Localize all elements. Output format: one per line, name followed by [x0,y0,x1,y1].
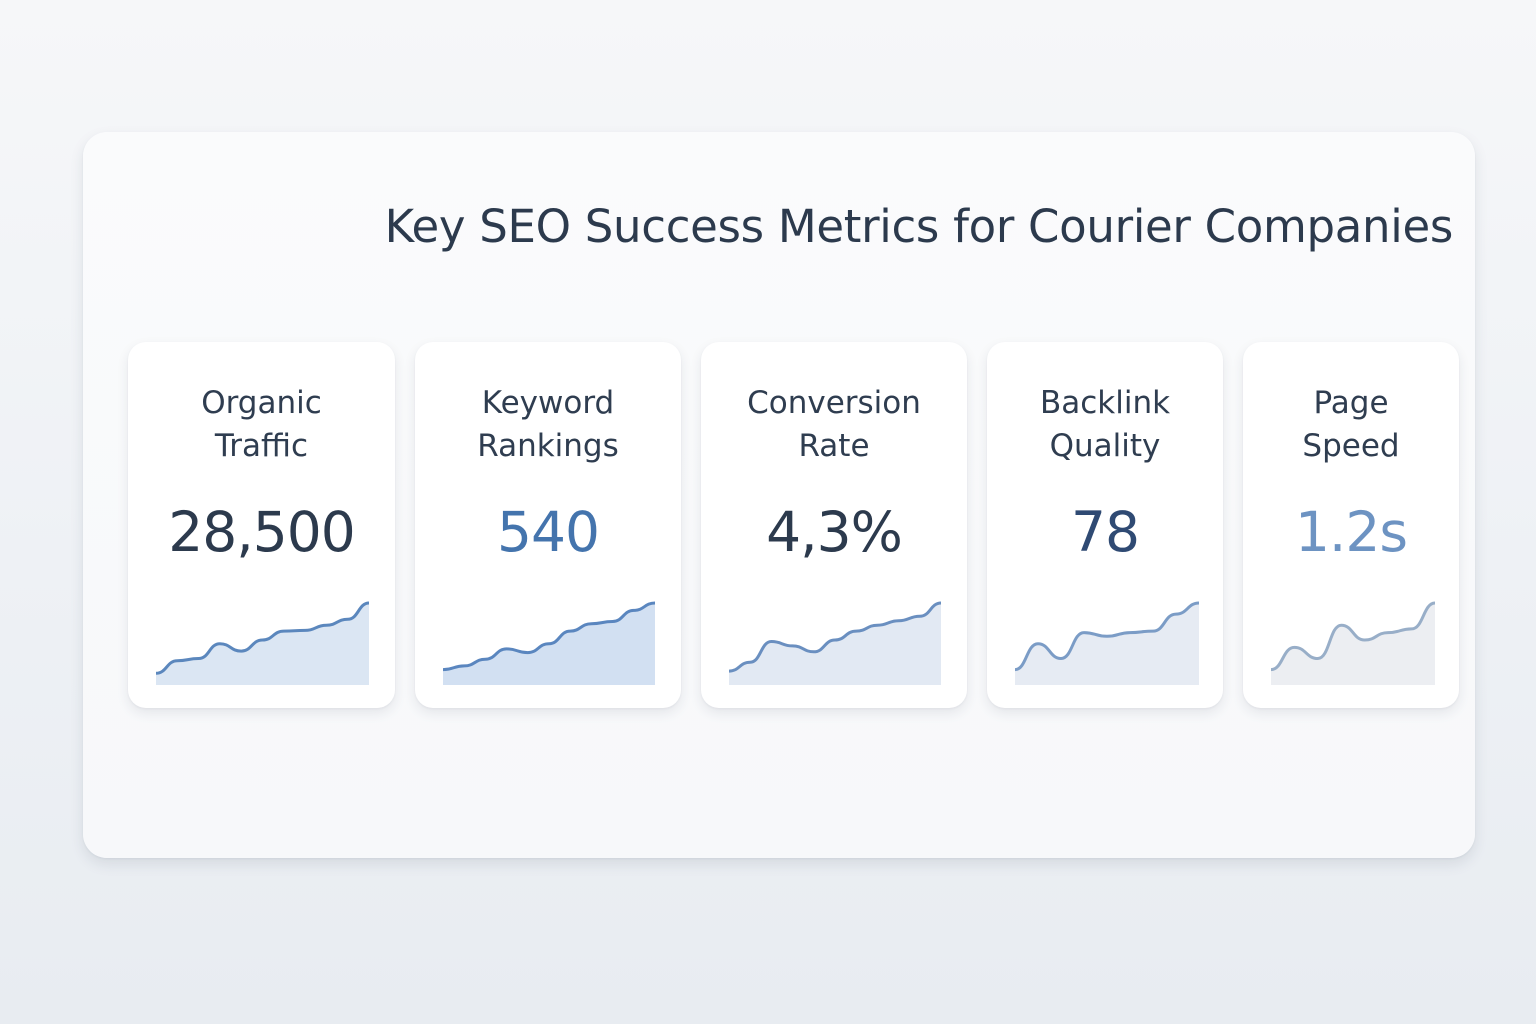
sparkline-line [443,601,655,672]
trend-sparkline [1271,601,1435,685]
sparkline-area [1015,603,1199,685]
metric-label-line2: Quality [1049,428,1161,464]
metric-label-line1: Keyword [481,385,615,421]
metric-label-line1: Organic [201,385,322,421]
metric-value: 28,500 [168,500,355,564]
metric-label-line1: Backlink [1039,385,1171,421]
trend-sparkline [156,601,369,685]
metric-card-organic-traffic: Organic Traffic 28,500 [128,342,395,708]
sparkline-line [1271,601,1435,672]
metric-label-line1: Page [1313,385,1389,421]
sparkline-line [156,601,369,675]
metric-label: Keyword Rankings [415,382,681,468]
sparkline-line [729,601,941,673]
sparkline-line [1015,601,1199,672]
metric-card-page-speed: Page Speed 1.2s [1243,342,1459,708]
trend-sparkline [1015,601,1199,685]
metric-value: 540 [497,500,600,564]
metric-label: Conversion Rate [701,382,967,468]
sparkline-area [729,603,941,685]
metric-label: Organic Traffic [128,382,395,468]
metric-label-line1: Conversion [747,385,921,421]
metric-card-backlink-quality: Backlink Quality 78 [987,342,1223,708]
metric-label: Page Speed [1243,382,1459,468]
trend-sparkline [729,601,941,685]
metric-label-line2: Rankings [477,428,619,464]
page-title: Key SEO Success Metrics for Courier Comp… [384,200,1454,253]
metric-label-line2: Rate [798,428,870,464]
trend-sparkline [443,601,655,685]
metric-value: 4,3% [766,500,903,564]
metric-label: Backlink Quality [987,382,1223,468]
sparkline-area [1271,603,1435,685]
metric-label-line2: Traffic [214,428,309,464]
metric-card-keyword-rankings: Keyword Rankings 540 [415,342,681,708]
metric-card-conversion-rate: Conversion Rate 4,3% [701,342,967,708]
metric-label-line2: Speed [1302,428,1400,464]
metric-value: 1.2s [1294,500,1408,564]
sparkline-area [156,603,369,685]
metric-value: 78 [1071,500,1140,564]
metrics-panel: Key SEO Success Metrics for Courier Comp… [83,132,1475,858]
